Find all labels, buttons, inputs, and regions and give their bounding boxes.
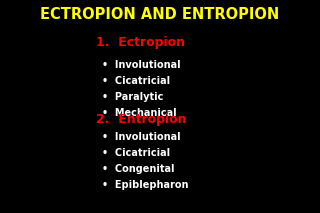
Text: •  Involutional: • Involutional <box>102 132 181 142</box>
Text: 2.  Entropion: 2. Entropion <box>96 113 187 126</box>
Text: •  Cicatricial: • Cicatricial <box>102 76 171 86</box>
Text: •  Epiblepharon: • Epiblepharon <box>102 180 189 190</box>
Text: •  Involutional: • Involutional <box>102 60 181 70</box>
Text: •  Congenital: • Congenital <box>102 164 175 174</box>
Text: 1.  Ectropion: 1. Ectropion <box>96 36 185 49</box>
Text: •  Cicatricial: • Cicatricial <box>102 148 171 158</box>
Text: •  Paralytic: • Paralytic <box>102 92 164 102</box>
Text: •  Mechanical: • Mechanical <box>102 108 177 118</box>
Text: ECTROPION AND ENTROPION: ECTROPION AND ENTROPION <box>40 7 280 22</box>
